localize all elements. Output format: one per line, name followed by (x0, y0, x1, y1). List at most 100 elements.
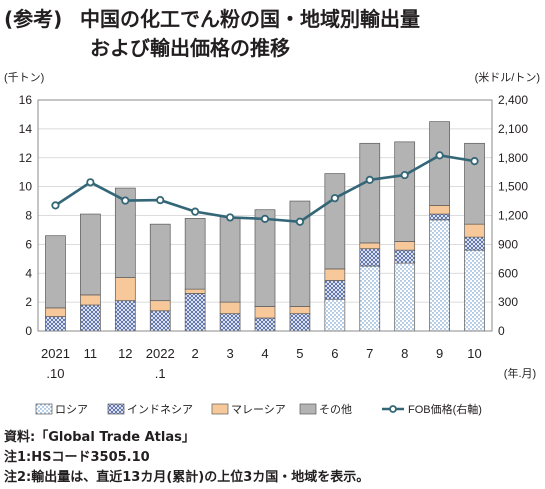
y-right-tick-label: 0 (498, 324, 505, 338)
y-left-tick-label: 8 (25, 209, 32, 223)
bar-3-3 (149, 223, 171, 302)
bar-1-8 (324, 280, 346, 300)
bar-3-5 (219, 216, 241, 303)
y-left-tick-label: 10 (19, 180, 33, 194)
x-tick-label: 2 (192, 346, 199, 361)
legend-swatch (211, 403, 229, 415)
plot-frame (37, 99, 493, 332)
fob-point (191, 207, 200, 216)
fob-point (400, 170, 409, 180)
y-left-tick-label: 16 (19, 93, 33, 107)
legend-swatch (299, 403, 317, 415)
fob-point (295, 217, 305, 226)
bar-0-8 (324, 298, 346, 332)
bar-2-5 (219, 301, 241, 315)
bar-1-2 (114, 300, 136, 332)
fob-point (470, 157, 479, 166)
legend-label: その他 (319, 403, 352, 416)
legend-swatch (107, 403, 125, 415)
bar-1-12 (464, 236, 485, 251)
y-right-tick-label: 900 (498, 237, 518, 251)
x-tick-label: .1 (155, 366, 166, 381)
bar-0-11 (429, 219, 450, 332)
bar-2-0 (45, 307, 66, 317)
x-tick-label: 9 (436, 346, 443, 361)
fob-point (121, 196, 130, 205)
note-volume: 注2:輸出量は、直近13カ月(累計)の上位3カ国・地域を表示。 (4, 470, 370, 485)
fob-point (260, 214, 270, 223)
bar-2-10 (394, 241, 416, 251)
reference-label: (参考) (4, 7, 63, 31)
y-left-tick-label: 12 (19, 151, 33, 165)
bar-1-5 (219, 313, 241, 332)
y-right-tick-label: 300 (498, 295, 518, 309)
y-right-axis-label: (米ドル/トン) (475, 71, 540, 84)
note-source: 資料:「Global Trade Atlas」 (4, 430, 195, 445)
fob-point (86, 178, 95, 187)
bar-2-3 (149, 300, 171, 312)
notes: 資料:「Global Trade Atlas」 注1:HSコード3505.10 … (4, 428, 369, 488)
fob-point (225, 213, 235, 222)
bar-1-4 (184, 293, 206, 332)
x-tick-label: .10 (46, 366, 64, 381)
bar-3-0 (45, 235, 66, 309)
fob-point (330, 194, 339, 203)
x-tick-label: 10 (467, 346, 481, 361)
bar-1-7 (289, 313, 311, 332)
y-left-tick-label: 2 (25, 295, 32, 309)
y-right-tick-label: 2,400 (498, 93, 528, 107)
fob-point (156, 196, 165, 205)
bar-3-8 (324, 173, 346, 270)
export-chart: 0 2 4 6 8 10 12 14 16 0 300 600 900 1,200 1,500 1,800 2,… (4, 71, 540, 416)
y-right-tick-label: 2,100 (498, 122, 528, 136)
chart-subtitle: および輸出価格の推移 (90, 36, 290, 60)
fob-point (435, 151, 444, 160)
x-tick-label: 5 (296, 346, 303, 361)
y-left-axis-label: (千トン) (4, 71, 44, 84)
bar-0-12 (464, 249, 485, 332)
bar-1-10 (394, 249, 416, 264)
fob-point (365, 175, 374, 184)
x-tick-label: 3 (226, 346, 233, 361)
bar-2-8 (324, 268, 346, 281)
bar-3-10 (394, 141, 416, 242)
bar-0-10 (394, 262, 416, 332)
bar-2-12 (464, 223, 485, 238)
y-right-tick-label: 600 (498, 266, 518, 280)
x-tick-label: 8 (401, 346, 408, 361)
bar-1-6 (254, 317, 276, 332)
chart-title: 中国の化工でん粉の国・地域別輸出量 (80, 7, 420, 31)
bar-3-12 (464, 142, 485, 225)
bar-3-11 (429, 121, 450, 206)
x-axis-label: (年.月) (504, 366, 536, 380)
x-tick-label: 7 (366, 346, 373, 361)
legend-swatch (35, 403, 53, 415)
legend-label: ロシア (55, 404, 88, 416)
bar-2-9 (359, 242, 381, 250)
bar-1-9 (359, 248, 381, 267)
y-left-tick-label: 4 (25, 266, 32, 280)
bar-0-9 (359, 265, 381, 332)
x-tick-label: 2021 (41, 346, 70, 361)
bar-1-3 (149, 310, 171, 332)
bar-3-7 (289, 200, 311, 307)
legend-label: FOB価格(右軸) (408, 402, 482, 416)
bar-3-2 (114, 187, 136, 278)
x-tick-label: 11 (84, 346, 98, 361)
y-right-tick-label: 1,800 (498, 151, 528, 165)
bar-3-6 (254, 209, 276, 307)
y-left-tick-label: 0 (25, 324, 32, 338)
bar-3-1 (80, 213, 101, 296)
legend-line-marker (389, 405, 397, 413)
bar-2-7 (289, 306, 311, 315)
bar-2-1 (80, 294, 101, 306)
bar-2-4 (184, 288, 206, 294)
bar-3-4 (184, 218, 206, 290)
y-left-tick-label: 6 (25, 237, 32, 251)
fob-point (51, 201, 60, 210)
header: (参考) 中国の化工でん粉の国・地域別輸出量 および輸出価格の推移 (4, 4, 544, 62)
bar-1-1 (80, 304, 101, 332)
x-tick-label: 4 (261, 346, 268, 361)
bar-2-2 (114, 277, 136, 302)
note-hs-code: 注1:HSコード3505.10 (4, 450, 150, 465)
